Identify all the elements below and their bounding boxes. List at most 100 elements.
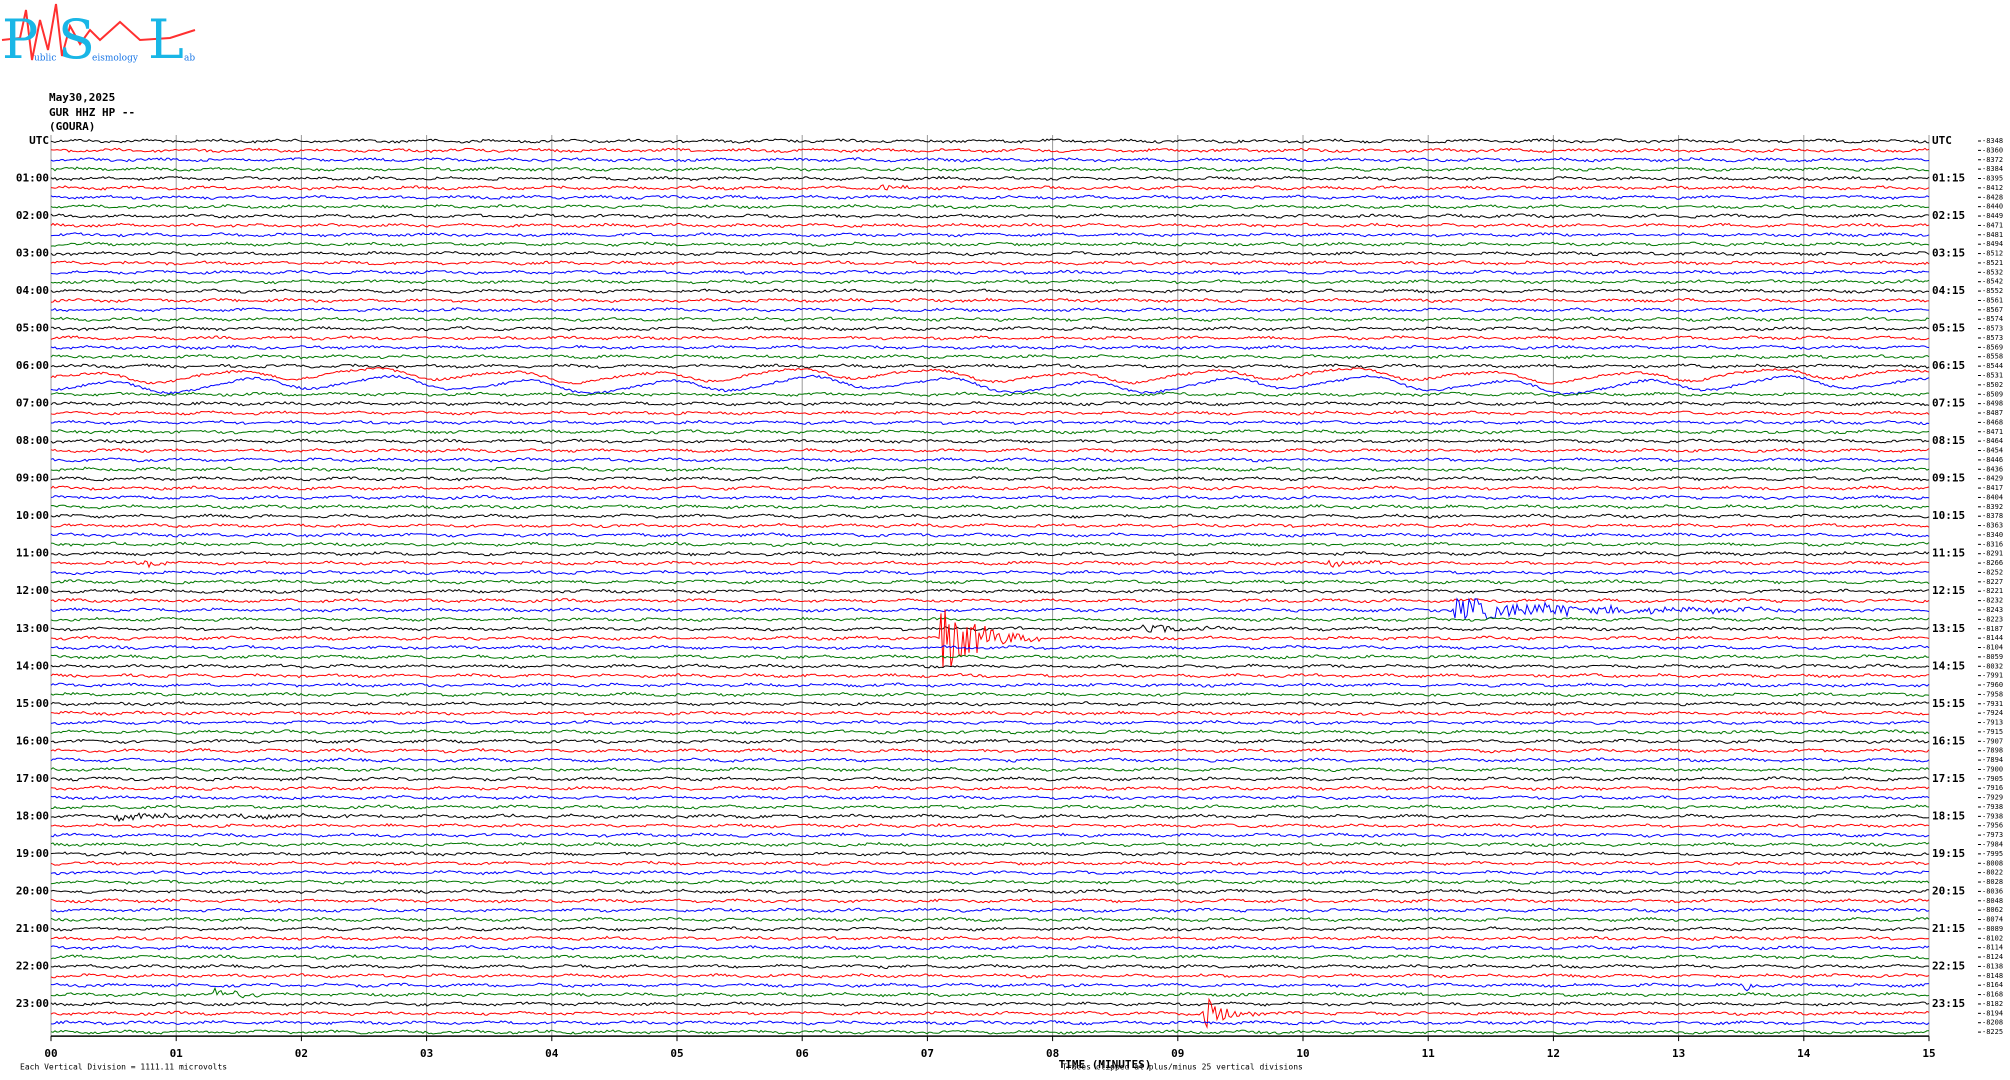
trace bbox=[50, 738, 1930, 744]
trace-offset: -8392 bbox=[1982, 503, 2003, 511]
left-hour-label: 08:00 bbox=[16, 434, 49, 447]
trace-offset: -8059 bbox=[1982, 653, 2003, 661]
trace-offset: -8164 bbox=[1982, 981, 2003, 989]
x-tick-label: 09 bbox=[1171, 1047, 1184, 1060]
trace bbox=[50, 766, 1930, 773]
trace bbox=[50, 175, 1930, 182]
right-hour-label: 10:15 bbox=[1932, 509, 1965, 522]
trace bbox=[50, 476, 1930, 482]
trace-offset: -7938 bbox=[1982, 803, 2003, 811]
left-hour-label: 16:00 bbox=[16, 734, 49, 747]
trace-offset: -8360 bbox=[1982, 146, 2003, 154]
right-hour-label: 19:15 bbox=[1932, 847, 1965, 860]
trace bbox=[50, 410, 1930, 416]
x-tick-label: 15 bbox=[1922, 1047, 1935, 1060]
trace-offset: -8104 bbox=[1982, 644, 2003, 652]
x-tick-label: 10 bbox=[1296, 1047, 1309, 1060]
x-axis-title: TIME (MINUTES) bbox=[1059, 1058, 1152, 1071]
x-tick-label: 02 bbox=[295, 1047, 308, 1060]
trace-offset: -7973 bbox=[1982, 831, 2003, 839]
x-tick-label: 08 bbox=[1046, 1047, 1059, 1060]
trace-offset: -7900 bbox=[1982, 765, 2003, 773]
logo-p-small: ublic bbox=[34, 54, 56, 64]
trace-offset: -7905 bbox=[1982, 775, 2003, 783]
event bbox=[1328, 559, 1428, 567]
trace bbox=[50, 457, 1930, 463]
trace bbox=[50, 297, 1929, 304]
trace bbox=[50, 888, 1930, 895]
trace-offset: -8429 bbox=[1982, 475, 2003, 483]
trace bbox=[51, 559, 1930, 569]
trace-offset: -7898 bbox=[1982, 747, 2003, 755]
x-tick-label: 12 bbox=[1547, 1047, 1560, 1060]
trace bbox=[50, 812, 1930, 823]
trace-offset: -8372 bbox=[1982, 156, 2003, 164]
trace bbox=[50, 147, 1930, 154]
right-hour-label: 03:15 bbox=[1932, 247, 1965, 260]
trace bbox=[50, 795, 1930, 801]
trace-offset: -8454 bbox=[1982, 447, 2003, 455]
trace-offset: -8542 bbox=[1982, 278, 2003, 286]
trace-offset: -8348 bbox=[1982, 137, 2003, 145]
trace-offset: -8252 bbox=[1982, 568, 2003, 576]
trace bbox=[50, 241, 1930, 247]
trace-offset: -8552 bbox=[1982, 287, 2003, 295]
logo-p: P bbox=[2, 8, 38, 71]
trace-offset: -8032 bbox=[1982, 662, 2003, 670]
trace bbox=[50, 823, 1930, 829]
trace-offset: -8428 bbox=[1982, 193, 2003, 201]
trace-offset: -8471 bbox=[1982, 428, 2003, 436]
trace bbox=[50, 644, 1930, 651]
trace-offset: -8417 bbox=[1982, 484, 2003, 492]
left-hour-label: 10:00 bbox=[16, 509, 49, 522]
left-hour-label: 01:00 bbox=[16, 172, 49, 185]
trace bbox=[50, 213, 1930, 219]
trace bbox=[50, 184, 1930, 191]
x-tick-label: 00 bbox=[44, 1047, 57, 1060]
x-tick-label: 01 bbox=[170, 1047, 184, 1060]
trace-offset: -8532 bbox=[1982, 268, 2003, 276]
trace-offset: -8573 bbox=[1982, 325, 2003, 333]
trace bbox=[50, 316, 1930, 323]
trace bbox=[50, 851, 1930, 857]
trace bbox=[50, 701, 1930, 707]
right-hour-label: 18:15 bbox=[1932, 809, 1965, 822]
trace bbox=[50, 438, 1930, 444]
trace-offset: -8048 bbox=[1982, 897, 2003, 905]
trace-offset: -8512 bbox=[1982, 250, 2003, 258]
trace bbox=[50, 907, 1930, 913]
logo: P ublic S eismology L ab bbox=[1, 3, 196, 71]
trace-offset: -8266 bbox=[1982, 559, 2003, 567]
right-hour-label: 17:15 bbox=[1932, 772, 1965, 785]
trace-offset: -8022 bbox=[1982, 869, 2003, 877]
logo-wave bbox=[1, 3, 196, 61]
right-hour-label: 12:15 bbox=[1932, 584, 1965, 597]
left-hour-label: 21:00 bbox=[16, 922, 49, 935]
trace-offset: -8544 bbox=[1982, 362, 2003, 370]
right-hour-label: 16:15 bbox=[1932, 734, 1965, 747]
trace-offset: -7960 bbox=[1982, 681, 2003, 689]
trace bbox=[50, 363, 1930, 369]
trace-offset: -8494 bbox=[1982, 240, 2003, 248]
channel: GUR HHZ HP -- bbox=[49, 106, 135, 119]
trace-offset: -8187 bbox=[1982, 625, 2003, 633]
right-hour-label: 08:15 bbox=[1932, 434, 1965, 447]
trace-offset: -7894 bbox=[1982, 756, 2003, 764]
trace-offset: -8363 bbox=[1982, 522, 2003, 530]
trace-offset: -8569 bbox=[1982, 343, 2003, 351]
trace-offset: -7991 bbox=[1982, 672, 2003, 680]
trace-offset: -8521 bbox=[1982, 259, 2003, 267]
trace bbox=[50, 447, 1930, 454]
trace-offset: -8144 bbox=[1982, 634, 2003, 642]
trace-offset: -8028 bbox=[1982, 878, 2003, 886]
trace bbox=[50, 963, 1930, 970]
trace bbox=[50, 569, 1929, 576]
trace-offset: -8243 bbox=[1982, 606, 2003, 614]
trace bbox=[50, 691, 1930, 698]
trace bbox=[50, 785, 1930, 792]
trace-offset: -8148 bbox=[1982, 972, 2003, 980]
trace-offset: -8464 bbox=[1982, 437, 2003, 445]
logo-l: L bbox=[148, 8, 184, 71]
left-hour-label: 15:00 bbox=[16, 697, 49, 710]
